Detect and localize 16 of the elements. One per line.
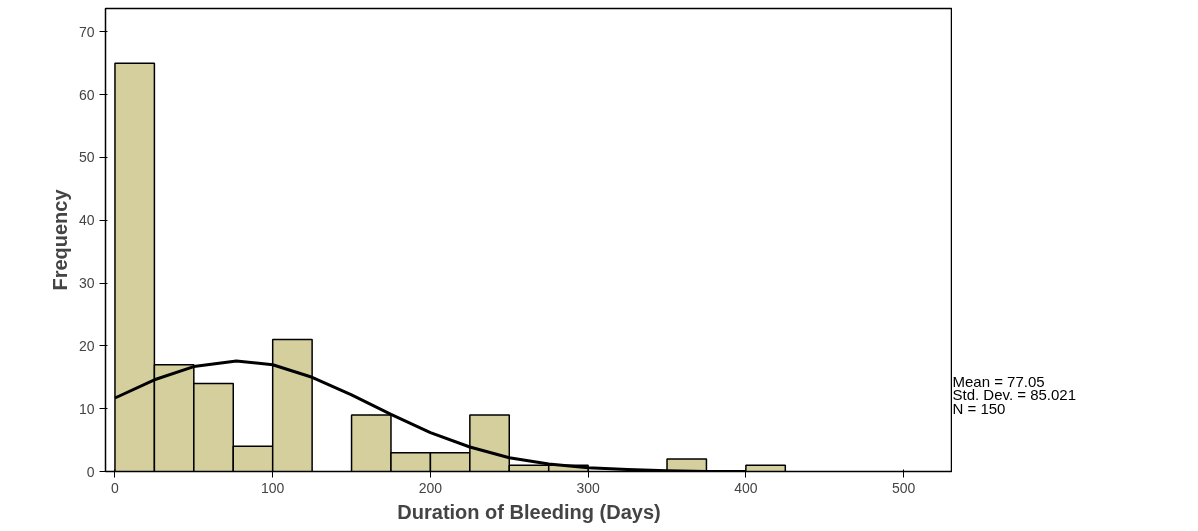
- x-tick-label: 500: [891, 479, 916, 496]
- y-tick-label: 70: [78, 23, 95, 40]
- y-tick-label: 10: [78, 400, 95, 417]
- x-tick-label: 300: [576, 479, 601, 496]
- y-tick-label: 50: [78, 149, 95, 166]
- y-axis-title: Frequency: [48, 188, 71, 291]
- y-tick-label: 20: [78, 337, 95, 354]
- x-tick-label: 400: [734, 479, 758, 496]
- y-tick-label: 0: [86, 463, 95, 480]
- x-tick-label: 200: [418, 479, 443, 496]
- y-tick-label: 60: [78, 86, 95, 103]
- y-tick-label: 40: [78, 212, 95, 229]
- x-tick-label: 0: [111, 479, 120, 496]
- x-axis-title: Duration of Bleeding (Days): [397, 500, 661, 523]
- y-tick-label: 30: [78, 275, 95, 292]
- x-tick-label: 100: [261, 479, 285, 496]
